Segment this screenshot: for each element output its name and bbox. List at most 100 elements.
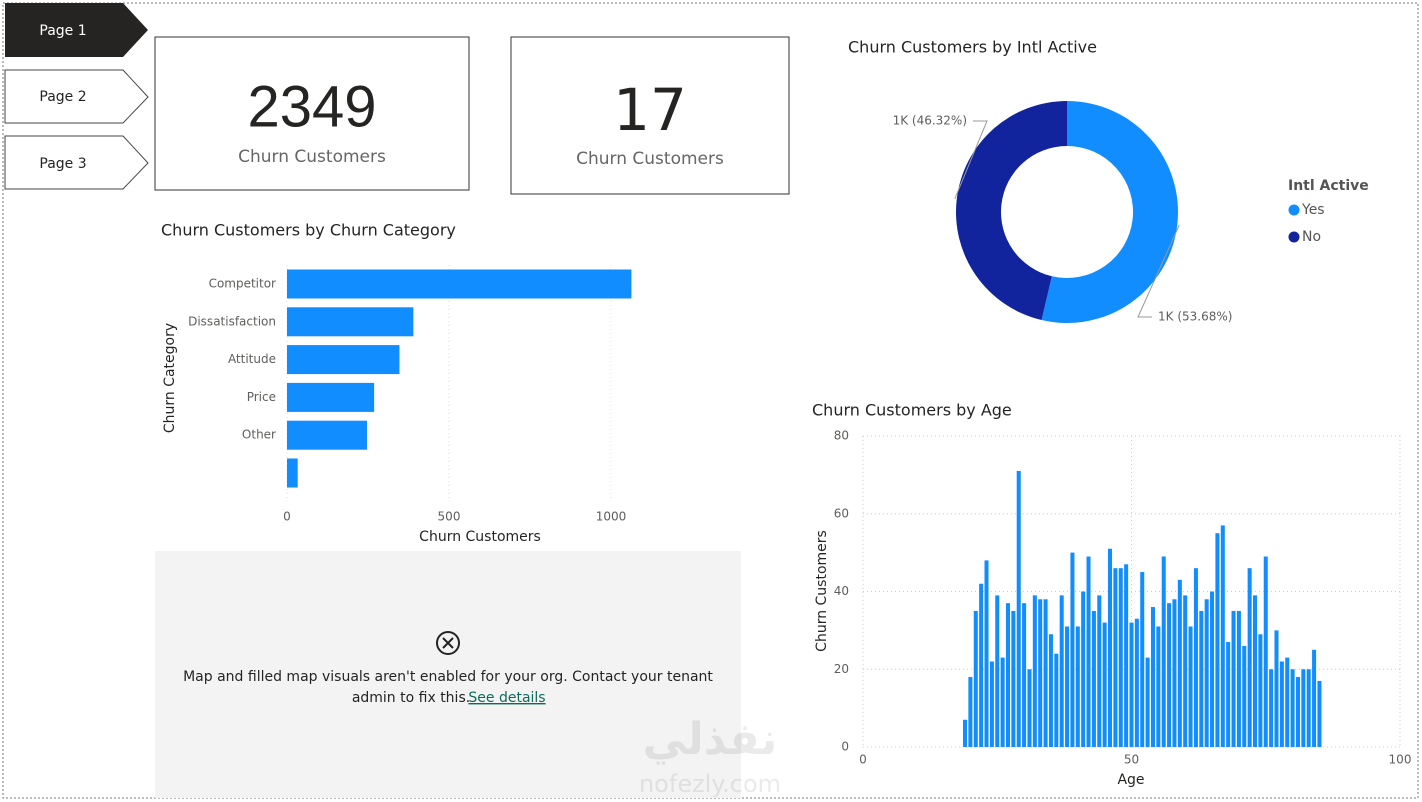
chart-title: Churn Customers by Churn Category <box>161 221 456 240</box>
bar <box>1274 630 1279 747</box>
bar <box>1252 595 1258 747</box>
bar <box>1070 552 1075 747</box>
bar <box>1199 610 1204 747</box>
bar <box>1081 591 1086 747</box>
nav-label[interactable]: Page 3 <box>39 156 86 172</box>
bar <box>1102 622 1107 747</box>
nav-label[interactable]: Page 2 <box>39 89 86 105</box>
bar <box>1285 657 1290 747</box>
leader-line <box>954 120 988 200</box>
bar <box>968 677 973 747</box>
bar <box>287 345 400 375</box>
bar <box>1258 634 1263 747</box>
bar <box>1129 622 1134 747</box>
y-tick-label: 0 <box>841 740 849 754</box>
bar <box>984 560 989 747</box>
nav-tab-active[interactable] <box>5 3 148 57</box>
x-tick-label: 1000 <box>596 510 627 524</box>
chart-title: Churn Customers by Intl Active <box>848 38 1097 57</box>
card-label: Churn Customers <box>576 149 724 169</box>
bar <box>1215 533 1220 747</box>
y-axis-label: Churn Category <box>162 323 178 433</box>
legend-swatch <box>1288 231 1300 243</box>
legend-title: Intl Active <box>1288 178 1369 194</box>
x-axis-label: Churn Customers <box>419 529 541 545</box>
bar <box>287 458 298 488</box>
bar <box>1269 669 1274 747</box>
bar <box>1177 579 1182 747</box>
bar <box>1124 564 1129 747</box>
bar <box>1065 626 1070 747</box>
bar <box>1290 669 1295 747</box>
nav-label[interactable]: Page 1 <box>39 23 86 39</box>
bar <box>1231 610 1236 747</box>
donut-slice <box>1041 101 1178 323</box>
bar <box>963 719 968 747</box>
card-value: 17 <box>613 76 687 144</box>
error-icon <box>436 631 460 655</box>
bar <box>1000 657 1005 747</box>
notice-text: admin to fix this. <box>352 690 470 706</box>
bar <box>1301 669 1306 747</box>
x-tick-label: 50 <box>1124 753 1139 767</box>
bar <box>1156 626 1161 747</box>
bar <box>1113 568 1118 747</box>
notice-link[interactable]: See details <box>468 690 545 706</box>
x-tick-label: 0 <box>859 753 867 767</box>
nav-tab[interactable] <box>4 69 149 124</box>
bar <box>1295 677 1300 747</box>
bar <box>1226 642 1231 747</box>
legend-label: No <box>1302 229 1321 245</box>
bar <box>1075 626 1080 747</box>
watermark: nofezly.com <box>639 770 781 798</box>
bar <box>287 269 632 299</box>
bar <box>1048 634 1053 747</box>
bar <box>1161 556 1166 747</box>
nav-tab[interactable] <box>4 135 149 190</box>
y-tick-label: Competitor <box>209 277 276 291</box>
bar <box>1247 568 1252 747</box>
data-label: 1K (46.32%) <box>893 114 967 128</box>
bar <box>1220 525 1225 747</box>
bar <box>1210 591 1215 747</box>
leader-line <box>1137 224 1180 318</box>
bar <box>1118 568 1123 747</box>
card <box>510 36 790 195</box>
bar <box>287 382 375 412</box>
bar <box>1038 599 1043 747</box>
y-tick-label: Other <box>242 428 276 442</box>
bar <box>1183 595 1188 747</box>
donut-slice <box>956 101 1067 321</box>
bar <box>1097 595 1102 747</box>
bar <box>1011 610 1016 747</box>
y-tick-label: 20 <box>834 662 849 676</box>
bar <box>1032 595 1037 747</box>
y-tick-label: Price <box>247 390 276 404</box>
legend-swatch <box>1288 204 1300 216</box>
y-tick-label: Dissatisfaction <box>188 314 276 328</box>
bar <box>1134 618 1139 747</box>
bar <box>995 595 1000 747</box>
bar <box>1167 603 1172 747</box>
bar <box>1108 548 1113 747</box>
bar <box>1016 470 1021 747</box>
error-icon-x <box>442 637 454 649</box>
bar <box>1091 610 1096 747</box>
map-notice: Map and filled map visuals aren't enable… <box>155 551 741 798</box>
bar <box>1193 568 1198 747</box>
x-tick-label: 0 <box>283 510 291 524</box>
bar <box>287 420 368 450</box>
bar <box>1005 603 1011 747</box>
x-tick-label: 500 <box>438 510 461 524</box>
bar <box>1086 556 1091 747</box>
card-label: Churn Customers <box>238 147 386 167</box>
card <box>154 36 470 191</box>
y-axis-label: Churn Customers <box>814 530 830 652</box>
bar <box>1279 661 1284 747</box>
bar <box>1317 680 1322 747</box>
bar <box>1022 603 1027 747</box>
bar <box>1172 599 1177 747</box>
bar <box>1140 572 1145 747</box>
